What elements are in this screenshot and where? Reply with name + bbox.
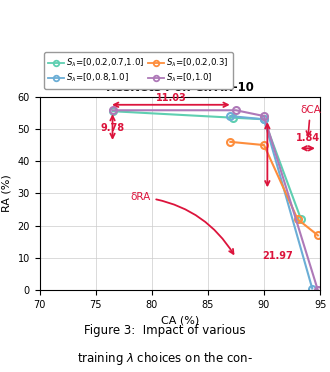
Text: δRA: δRA [130, 192, 233, 254]
Legend: $S_{\lambda}$=[0,0.2,0.7,1.0], $S_{\lambda}$=[0,0.8,1.0], $S_{\lambda}$=[0,0.2,0: $S_{\lambda}$=[0,0.2,0.7,1.0], $S_{\lamb… [44, 52, 233, 89]
Title: ResNet34 on CIFAR-10: ResNet34 on CIFAR-10 [106, 81, 254, 94]
Text: δCA: δCA [300, 105, 321, 136]
Y-axis label: RA (%): RA (%) [2, 174, 12, 212]
Text: 1.84: 1.84 [296, 134, 320, 144]
Text: training $\lambda$ choices on the con-: training $\lambda$ choices on the con- [77, 350, 253, 367]
Text: Figure 3:  Impact of various: Figure 3: Impact of various [84, 324, 246, 337]
Text: 9.78: 9.78 [100, 123, 125, 133]
X-axis label: CA (%): CA (%) [161, 315, 199, 326]
Text: 11.03: 11.03 [155, 93, 186, 103]
Text: 21.97: 21.97 [262, 251, 293, 261]
